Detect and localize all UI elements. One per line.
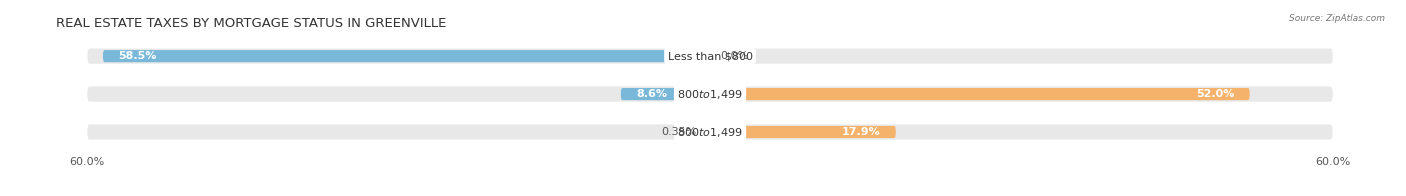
Text: $800 to $1,499: $800 to $1,499: [678, 88, 742, 101]
Text: Source: ZipAtlas.com: Source: ZipAtlas.com: [1289, 14, 1385, 23]
FancyBboxPatch shape: [87, 124, 1333, 140]
Text: 0.35%: 0.35%: [661, 127, 696, 137]
FancyBboxPatch shape: [103, 50, 710, 62]
Text: REAL ESTATE TAXES BY MORTGAGE STATUS IN GREENVILLE: REAL ESTATE TAXES BY MORTGAGE STATUS IN …: [56, 17, 447, 30]
Text: 52.0%: 52.0%: [1195, 89, 1234, 99]
FancyBboxPatch shape: [87, 49, 1333, 64]
FancyBboxPatch shape: [706, 126, 710, 138]
FancyBboxPatch shape: [87, 86, 1333, 102]
Text: 0.0%: 0.0%: [720, 51, 748, 61]
Text: 58.5%: 58.5%: [118, 51, 157, 61]
Text: $800 to $1,499: $800 to $1,499: [678, 125, 742, 139]
Text: 8.6%: 8.6%: [637, 89, 668, 99]
Text: 17.9%: 17.9%: [841, 127, 880, 137]
FancyBboxPatch shape: [621, 88, 710, 100]
FancyBboxPatch shape: [710, 126, 896, 138]
Text: Less than $800: Less than $800: [668, 51, 752, 61]
FancyBboxPatch shape: [710, 88, 1250, 100]
